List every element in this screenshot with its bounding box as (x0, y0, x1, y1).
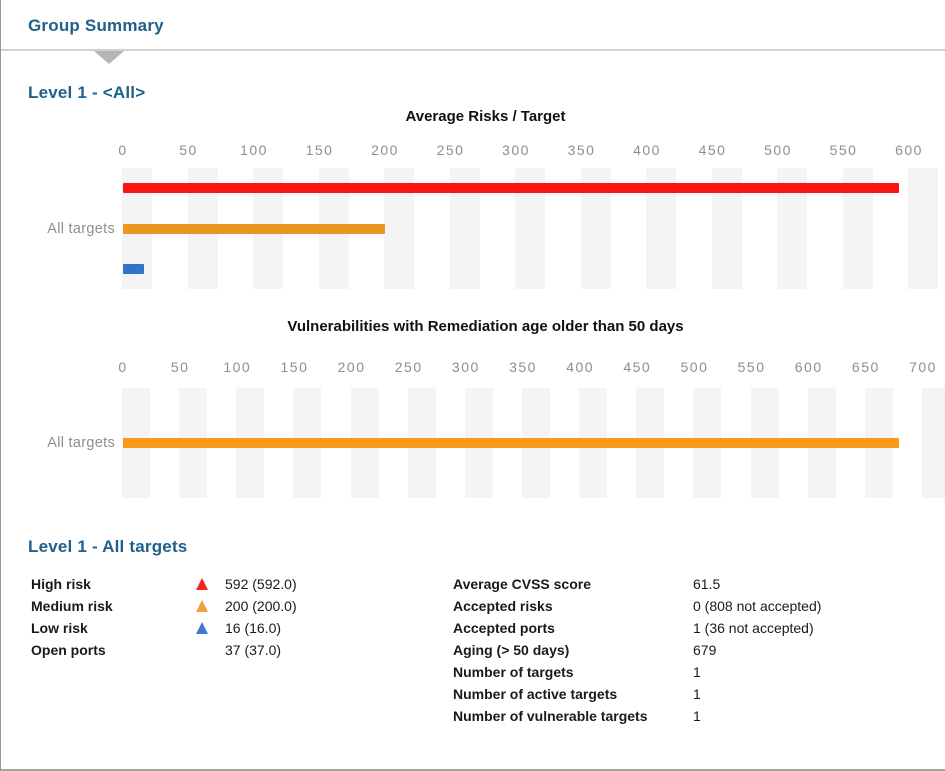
stat-label: Low risk (31, 620, 88, 636)
axis-tick-label: 600 (794, 359, 823, 375)
stat-label: Number of targets (453, 664, 574, 680)
axis-tick-label: 0 (118, 142, 128, 158)
axis-tick-label: 50 (179, 142, 198, 158)
axis-tick-label: 350 (509, 359, 537, 375)
stat-value: 0 (808 not accepted) (693, 598, 822, 614)
collapse-triangle-icon[interactable] (94, 51, 124, 64)
stat-value: 200 (200.0) (225, 598, 297, 614)
stat-label: Accepted ports (453, 620, 555, 636)
axis-tick-label: 500 (764, 142, 792, 158)
target-summary-list: Average CVSS score 61.5 Accepted risks 0 (8… (453, 573, 933, 727)
medium-risk-triangle-icon (196, 600, 208, 612)
axis-tick-label: 300 (502, 142, 530, 158)
axis-tick-label: 50 (170, 359, 190, 375)
stat-label: Number of active targets (453, 686, 618, 702)
axis-tick-label: 150 (280, 359, 309, 375)
stat-row-number-of-active-targets: Number of active targets 1 (453, 683, 933, 705)
chart-title: Vulnerabilities with Remediation age old… (287, 318, 684, 335)
stat-row-number-of-vulnerable-targets: Number of vulnerable targets 1 (453, 705, 933, 727)
stat-value: 1 (693, 686, 701, 702)
section-heading-level1-all: Level 1 - <All> (28, 83, 146, 102)
panel-bottom-border (1, 769, 945, 771)
axis-tick-label: 0 (118, 359, 128, 375)
axis-tick-label: 450 (698, 142, 727, 158)
stat-row-medium-risk: Medium risk 200 (200.0) (31, 595, 441, 617)
risk-summary-list: High risk 592 (592.0) Medium risk 200 (200.… (31, 573, 441, 661)
category-label: All targets (47, 220, 115, 237)
axis-tick-label: 350 (567, 142, 596, 158)
axis-tick-label: 500 (680, 359, 709, 375)
stat-value: 37 (37.0) (225, 642, 282, 658)
stat-marker-cell (196, 622, 225, 634)
axis-tick-label: 650 (851, 359, 880, 375)
stat-value: 1 (693, 708, 701, 724)
category-label: All targets (47, 435, 115, 451)
page-title: Group Summary (28, 16, 164, 35)
stat-row-high-risk: High risk 592 (592.0) (31, 573, 441, 595)
high-risk-triangle-icon (196, 578, 208, 590)
grid-stripe (908, 168, 938, 289)
axis-tick-label: 100 (223, 359, 252, 375)
stat-marker-cell (196, 578, 225, 590)
stat-row-number-of-targets: Number of targets 1 (453, 661, 933, 683)
section-heading-level1-targets: Level 1 - All targets (28, 537, 188, 556)
header-divider (1, 49, 945, 51)
stat-value: 592 (592.0) (225, 576, 297, 592)
bar-aging[interactable] (123, 438, 899, 448)
bar-low-risk[interactable] (123, 263, 144, 274)
bar-high-risk[interactable] (123, 183, 899, 194)
axis-tick-label: 550 (829, 142, 858, 158)
axis-tick-label: 450 (623, 359, 652, 375)
stat-marker-cell (196, 600, 225, 612)
chart-title: Average Risks / Target (405, 108, 566, 125)
stat-row-aging-50-days: Aging (> 50 days) 679 (453, 639, 933, 661)
axis-tick-label: 250 (394, 359, 423, 375)
stat-value: 16 (16.0) (225, 620, 282, 636)
stat-value: 1 (36 not accepted) (693, 620, 814, 636)
axis-tick-label: 300 (451, 359, 480, 375)
stat-row-accepted-risks: Accepted risks 0 (808 not accepted) (453, 595, 933, 617)
stat-label: Aging (> 50 days) (453, 642, 570, 658)
axis-tick-label: 200 (371, 142, 399, 158)
stat-label: Open ports (31, 642, 106, 658)
axis-tick-label: 200 (337, 359, 366, 375)
remediation-age-chart: Vulnerabilities with Remediation age old… (25, 318, 945, 502)
axis-tick-label: 600 (895, 142, 923, 158)
axis-tick-label: 400 (633, 142, 661, 158)
stat-label: High risk (31, 576, 91, 592)
average-risks-chart: Average Risks / Target 0 50 100 150 200 250 300… (25, 108, 945, 298)
bar-medium-risk[interactable] (123, 223, 385, 234)
axis-tick-label: 150 (305, 142, 334, 158)
axis-tick-label: 100 (240, 142, 268, 158)
stat-row-low-risk: Low risk 16 (16.0) (31, 617, 441, 639)
stat-row-open-ports: Open ports 37 (37.0) (31, 639, 441, 661)
stat-value: 1 (693, 664, 701, 680)
axis-tick-label: 250 (436, 142, 465, 158)
stat-value: 679 (693, 642, 717, 658)
axis-tick-label: 400 (566, 359, 595, 375)
axis-tick-label: 550 (737, 359, 766, 375)
grid-stripe (922, 388, 945, 498)
stat-value: 61.5 (693, 576, 721, 592)
stat-label: Average CVSS score (453, 576, 591, 592)
stat-row-average-cvss-score: Average CVSS score 61.5 (453, 573, 933, 595)
axis-tick-label: 700 (909, 359, 937, 375)
stat-label: Medium risk (31, 598, 113, 614)
low-risk-triangle-icon (196, 622, 208, 634)
stat-label: Number of vulnerable targets (453, 708, 648, 724)
stat-label: Accepted risks (453, 598, 553, 614)
stat-row-accepted-ports: Accepted ports 1 (36 not accepted) (453, 617, 933, 639)
